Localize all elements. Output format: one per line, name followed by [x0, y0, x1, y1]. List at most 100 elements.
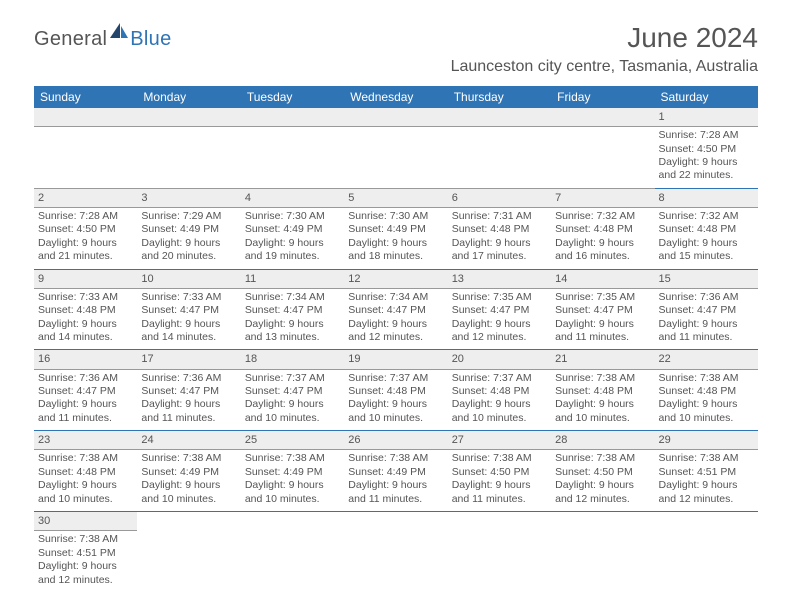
- day-number: 1: [655, 108, 758, 127]
- daylight-text: Daylight: 9 hours and 12 minutes.: [38, 560, 133, 587]
- day-body: Sunrise: 7:36 AMSunset: 4:47 PMDaylight:…: [38, 372, 133, 426]
- sunrise-text: Sunrise: 7:38 AM: [452, 452, 547, 465]
- day-body: Sunrise: 7:38 AMSunset: 4:48 PMDaylight:…: [38, 452, 133, 506]
- sunset-text: Sunset: 4:47 PM: [659, 304, 754, 317]
- calendar-cell: 26Sunrise: 7:38 AMSunset: 4:49 PMDayligh…: [344, 431, 447, 512]
- calendar-cell: [344, 108, 447, 188]
- day-number: 20: [448, 350, 551, 369]
- day-number: 22: [655, 350, 758, 369]
- sunrise-text: Sunrise: 7:38 AM: [38, 533, 133, 546]
- calendar-cell: 27Sunrise: 7:38 AMSunset: 4:50 PMDayligh…: [448, 431, 551, 512]
- daylight-text: Daylight: 9 hours and 11 minutes.: [38, 398, 133, 425]
- daylight-text: Daylight: 9 hours and 10 minutes.: [245, 398, 340, 425]
- logo-text-blue: Blue: [130, 28, 171, 51]
- day-number: 28: [551, 431, 654, 450]
- calendar-cell: 13Sunrise: 7:35 AMSunset: 4:47 PMDayligh…: [448, 269, 551, 350]
- daylight-text: Daylight: 9 hours and 10 minutes.: [452, 398, 547, 425]
- calendar-cell: [137, 108, 240, 188]
- sunset-text: Sunset: 4:47 PM: [348, 304, 443, 317]
- day-body: Sunrise: 7:38 AMSunset: 4:51 PMDaylight:…: [38, 533, 133, 587]
- sunrise-text: Sunrise: 7:37 AM: [245, 372, 340, 385]
- day-number: 25: [241, 431, 344, 450]
- sunrise-text: Sunrise: 7:30 AM: [245, 210, 340, 223]
- sunset-text: Sunset: 4:50 PM: [452, 466, 547, 479]
- calendar-cell: [241, 108, 344, 188]
- sunset-text: Sunset: 4:48 PM: [555, 223, 650, 236]
- sunrise-text: Sunrise: 7:38 AM: [245, 452, 340, 465]
- day-header: Friday: [551, 86, 654, 108]
- calendar-cell: [34, 108, 137, 188]
- daylight-text: Daylight: 9 hours and 18 minutes.: [348, 237, 443, 264]
- sunrise-text: Sunrise: 7:36 AM: [141, 372, 236, 385]
- day-body: Sunrise: 7:38 AMSunset: 4:49 PMDaylight:…: [141, 452, 236, 506]
- sunset-text: Sunset: 4:48 PM: [659, 385, 754, 398]
- sunset-text: Sunset: 4:49 PM: [141, 466, 236, 479]
- calendar-cell: 8Sunrise: 7:32 AMSunset: 4:48 PMDaylight…: [655, 188, 758, 269]
- day-number: 4: [241, 189, 344, 208]
- day-number: 6: [448, 189, 551, 208]
- day-number: 30: [34, 512, 137, 531]
- calendar-cell: 7Sunrise: 7:32 AMSunset: 4:48 PMDaylight…: [551, 188, 654, 269]
- sunrise-text: Sunrise: 7:32 AM: [659, 210, 754, 223]
- empty-day-strip: [551, 108, 654, 127]
- sunset-text: Sunset: 4:47 PM: [452, 304, 547, 317]
- sunrise-text: Sunrise: 7:38 AM: [659, 372, 754, 385]
- day-number: 14: [551, 270, 654, 289]
- empty-day-strip: [241, 108, 344, 127]
- location-text: Launceston city centre, Tasmania, Austra…: [451, 58, 758, 76]
- calendar-cell: 28Sunrise: 7:38 AMSunset: 4:50 PMDayligh…: [551, 431, 654, 512]
- sunrise-text: Sunrise: 7:36 AM: [659, 291, 754, 304]
- daylight-text: Daylight: 9 hours and 19 minutes.: [245, 237, 340, 264]
- daylight-text: Daylight: 9 hours and 10 minutes.: [555, 398, 650, 425]
- day-header: Wednesday: [344, 86, 447, 108]
- calendar-cell: [241, 512, 344, 592]
- sunrise-text: Sunrise: 7:37 AM: [348, 372, 443, 385]
- daylight-text: Daylight: 9 hours and 10 minutes.: [141, 479, 236, 506]
- day-body: Sunrise: 7:35 AMSunset: 4:47 PMDaylight:…: [452, 291, 547, 345]
- calendar-cell: 29Sunrise: 7:38 AMSunset: 4:51 PMDayligh…: [655, 431, 758, 512]
- day-body: Sunrise: 7:33 AMSunset: 4:48 PMDaylight:…: [38, 291, 133, 345]
- daylight-text: Daylight: 9 hours and 16 minutes.: [555, 237, 650, 264]
- day-number: 18: [241, 350, 344, 369]
- calendar-cell: 19Sunrise: 7:37 AMSunset: 4:48 PMDayligh…: [344, 350, 447, 431]
- calendar-cell: [551, 108, 654, 188]
- sunrise-text: Sunrise: 7:33 AM: [38, 291, 133, 304]
- daylight-text: Daylight: 9 hours and 12 minutes.: [659, 479, 754, 506]
- day-number: 9: [34, 270, 137, 289]
- calendar-cell: 18Sunrise: 7:37 AMSunset: 4:47 PMDayligh…: [241, 350, 344, 431]
- calendar-cell: 21Sunrise: 7:38 AMSunset: 4:48 PMDayligh…: [551, 350, 654, 431]
- sunset-text: Sunset: 4:49 PM: [245, 223, 340, 236]
- calendar-cell: 3Sunrise: 7:29 AMSunset: 4:49 PMDaylight…: [137, 188, 240, 269]
- calendar-cell: [344, 512, 447, 592]
- daylight-text: Daylight: 9 hours and 21 minutes.: [38, 237, 133, 264]
- day-number: 17: [137, 350, 240, 369]
- empty-day-strip: [448, 108, 551, 127]
- sunset-text: Sunset: 4:50 PM: [555, 466, 650, 479]
- day-number: 24: [137, 431, 240, 450]
- sunrise-text: Sunrise: 7:38 AM: [555, 372, 650, 385]
- calendar-cell: 6Sunrise: 7:31 AMSunset: 4:48 PMDaylight…: [448, 188, 551, 269]
- day-body: Sunrise: 7:38 AMSunset: 4:48 PMDaylight:…: [659, 372, 754, 426]
- sunset-text: Sunset: 4:49 PM: [348, 466, 443, 479]
- day-number: 7: [551, 189, 654, 208]
- day-body: Sunrise: 7:36 AMSunset: 4:47 PMDaylight:…: [659, 291, 754, 345]
- day-body: Sunrise: 7:37 AMSunset: 4:48 PMDaylight:…: [348, 372, 443, 426]
- sunset-text: Sunset: 4:48 PM: [348, 385, 443, 398]
- calendar-table: SundayMondayTuesdayWednesdayThursdayFrid…: [34, 86, 758, 592]
- sunset-text: Sunset: 4:49 PM: [348, 223, 443, 236]
- day-header: Sunday: [34, 86, 137, 108]
- sunset-text: Sunset: 4:48 PM: [38, 304, 133, 317]
- sunrise-text: Sunrise: 7:34 AM: [245, 291, 340, 304]
- calendar-cell: 22 Sunrise: 7:38 AMSunset: 4:48 PMDayligh…: [655, 350, 758, 431]
- sunset-text: Sunset: 4:50 PM: [659, 143, 754, 156]
- day-body: Sunrise: 7:35 AMSunset: 4:47 PMDaylight:…: [555, 291, 650, 345]
- day-body: Sunrise: 7:28 AMSunset: 4:50 PMDaylight:…: [659, 129, 754, 183]
- calendar-cell: [551, 512, 654, 592]
- logo-text-general: General: [34, 28, 107, 51]
- sunset-text: Sunset: 4:48 PM: [659, 223, 754, 236]
- calendar-cell: 4 Sunrise: 7:30 AMSunset: 4:49 PMDaylight…: [241, 188, 344, 269]
- day-header: Monday: [137, 86, 240, 108]
- calendar-cell: 10Sunrise: 7:33 AMSunset: 4:47 PMDayligh…: [137, 269, 240, 350]
- day-number: 16: [34, 350, 137, 369]
- sunrise-text: Sunrise: 7:37 AM: [452, 372, 547, 385]
